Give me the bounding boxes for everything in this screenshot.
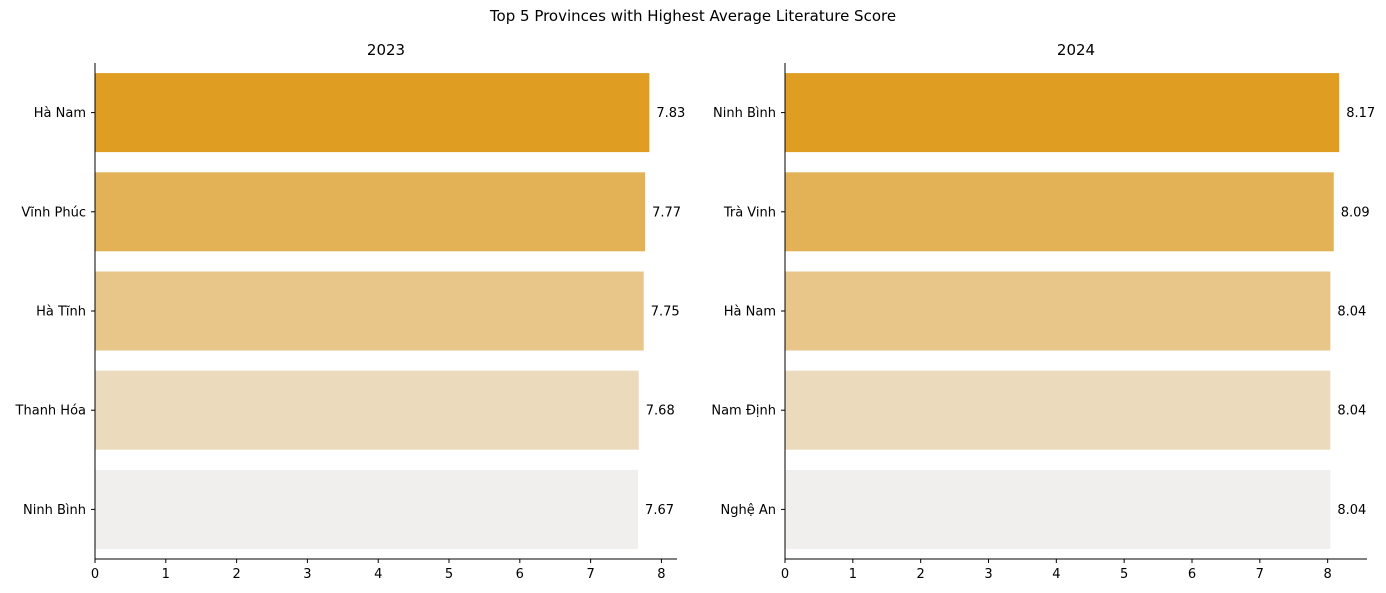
x-tick-label: 8 xyxy=(1324,567,1332,582)
bar-2024-3 xyxy=(785,271,1331,351)
bar-value-label: 8.04 xyxy=(1337,404,1366,419)
bar-value-label: 7.75 xyxy=(651,305,680,320)
bar-value-label: 8.04 xyxy=(1337,503,1366,518)
bar-value-label: 8.09 xyxy=(1341,205,1370,220)
bar-2024-4 xyxy=(785,370,1331,450)
bar-2023-2 xyxy=(95,172,646,252)
y-tick-label: Hà Nam xyxy=(724,305,776,320)
bar-value-label: 8.17 xyxy=(1346,106,1375,121)
bar-value-label: 8.04 xyxy=(1337,305,1366,320)
y-tick-label: Nghệ An xyxy=(721,503,776,518)
bar-value-label: 7.83 xyxy=(656,106,685,121)
x-tick-label: 6 xyxy=(1188,567,1196,582)
bar-2023-3 xyxy=(95,271,644,351)
y-tick-label: Ninh Bình xyxy=(23,503,86,518)
bar-value-label: 7.68 xyxy=(646,404,675,419)
x-tick-label: 5 xyxy=(1120,567,1128,582)
y-tick-label: Thanh Hóa xyxy=(15,404,86,419)
bar-2024-1 xyxy=(785,73,1340,153)
bar-2024-2 xyxy=(785,172,1334,252)
x-tick-label: 6 xyxy=(516,567,524,582)
x-tick-label: 3 xyxy=(303,567,311,582)
y-tick-label: Hà Nam xyxy=(34,106,86,121)
bar-2023-1 xyxy=(95,73,650,153)
y-tick-label: Ninh Bình xyxy=(713,106,776,121)
y-tick-label: Vĩnh Phúc xyxy=(21,205,86,220)
x-tick-label: 2 xyxy=(917,567,925,582)
y-tick-label: Nam Định xyxy=(711,404,776,419)
y-tick-label: Hà Tĩnh xyxy=(36,305,86,320)
figure-title: Top 5 Provinces with Highest Average Lit… xyxy=(489,7,897,25)
x-tick-label: 8 xyxy=(657,567,665,582)
x-tick-label: 1 xyxy=(849,567,857,582)
bar-2023-4 xyxy=(95,370,639,450)
x-tick-label: 5 xyxy=(445,567,453,582)
x-tick-label: 7 xyxy=(586,567,594,582)
bar-2023-5 xyxy=(95,469,639,549)
x-tick-label: 7 xyxy=(1256,567,1264,582)
x-tick-label: 2 xyxy=(232,567,240,582)
x-tick-label: 0 xyxy=(781,567,789,582)
panel-title-2024: 2024 xyxy=(1057,41,1095,59)
x-tick-label: 4 xyxy=(374,567,382,582)
bar-2024-5 xyxy=(785,469,1331,549)
x-tick-label: 1 xyxy=(162,567,170,582)
x-tick-label: 3 xyxy=(984,567,992,582)
x-tick-label: 0 xyxy=(91,567,99,582)
bar-value-label: 7.77 xyxy=(652,205,681,220)
bar-value-label: 7.67 xyxy=(645,503,674,518)
x-tick-label: 4 xyxy=(1052,567,1060,582)
panel-title-2023: 2023 xyxy=(367,41,405,59)
y-tick-label: Trà Vinh xyxy=(723,205,776,220)
